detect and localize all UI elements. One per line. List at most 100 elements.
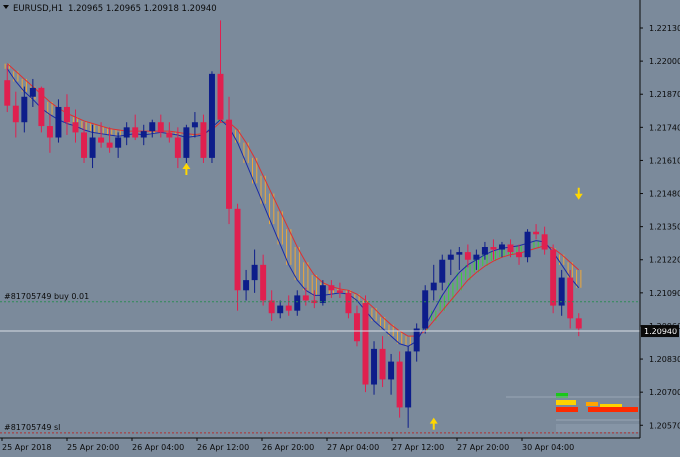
candle-body[interactable] (29, 87, 36, 97)
candles[interactable] (4, 20, 582, 428)
candle-body[interactable] (149, 122, 156, 132)
dropdown-triangle-icon[interactable] (3, 5, 9, 9)
candle-body[interactable] (63, 106, 70, 123)
time-tick-label: 27 Apr 12:00 (392, 443, 444, 452)
price-tick-label: 1.21350 (649, 223, 680, 232)
chart-header: EURUSD,H1 1.20965 1.20965 1.20918 1.2094… (3, 4, 217, 14)
candle-body[interactable] (464, 252, 471, 260)
candle-body[interactable] (12, 105, 19, 123)
candle-body[interactable] (115, 137, 122, 148)
candle-body[interactable] (200, 122, 207, 158)
candle-body[interactable] (396, 361, 403, 408)
time-tick-label: 26 Apr 20:00 (262, 443, 314, 452)
candle-body[interactable] (541, 234, 548, 250)
meter-green-bar (556, 393, 568, 398)
candle-body[interactable] (174, 137, 181, 158)
candle-body[interactable] (524, 231, 531, 258)
time-tick-label: 26 Apr 12:00 (197, 443, 249, 452)
candle-body[interactable] (516, 252, 523, 258)
candle-body[interactable] (21, 96, 28, 123)
price-tick-label: 1.21610 (649, 156, 680, 165)
candle-body[interactable] (268, 300, 275, 314)
candle-body[interactable] (388, 361, 395, 380)
candle-body[interactable] (567, 277, 574, 319)
candle-body[interactable] (208, 73, 215, 158)
candle-body[interactable] (183, 127, 190, 158)
candle-body[interactable] (353, 313, 360, 342)
candle-body[interactable] (302, 295, 309, 301)
candle-body[interactable] (157, 122, 164, 133)
meter-footer (556, 424, 640, 432)
candle-body[interactable] (558, 277, 565, 306)
candle-body[interactable] (72, 122, 79, 133)
candle-body[interactable] (498, 244, 505, 250)
meter-red-bar-2 (588, 407, 638, 412)
candle-body[interactable] (336, 290, 343, 293)
candle-body[interactable] (191, 122, 198, 128)
candle-body[interactable] (226, 119, 233, 209)
candle-body[interactable] (533, 231, 540, 235)
candle-body[interactable] (371, 348, 378, 385)
candle-body[interactable] (430, 282, 437, 291)
candle-body[interactable] (362, 303, 369, 385)
candle-body[interactable] (481, 247, 488, 255)
meter-red-bar-1 (556, 407, 578, 412)
candle-body[interactable] (379, 348, 386, 380)
candle-body[interactable] (4, 80, 11, 106)
candle-body[interactable] (439, 259, 446, 283)
candle-body[interactable] (447, 254, 454, 260)
candle-body[interactable] (123, 127, 130, 138)
price-tick-label: 1.22000 (649, 57, 680, 66)
candle-body[interactable] (217, 73, 224, 120)
candle-body[interactable] (251, 264, 258, 281)
candle-body[interactable] (490, 247, 497, 250)
time-tick-label: 27 Apr 20:00 (457, 443, 509, 452)
candle-body[interactable] (413, 328, 420, 352)
candle-body[interactable] (507, 244, 514, 253)
candle-body[interactable] (243, 280, 250, 291)
candle-body[interactable] (473, 254, 480, 260)
candle-body[interactable] (55, 106, 62, 138)
candle-body[interactable] (132, 127, 139, 138)
price-tick-label: 1.20700 (649, 388, 680, 397)
candle-body[interactable] (311, 300, 318, 304)
ohlc-values: 1.20965 1.20965 1.20918 1.20940 (68, 4, 217, 14)
sell-arrow-icon (574, 187, 583, 200)
candle-body[interactable] (277, 305, 284, 314)
candle-body[interactable] (456, 252, 463, 255)
candle-body[interactable] (38, 87, 45, 127)
candle-body[interactable] (575, 318, 582, 329)
candle-body[interactable] (106, 142, 113, 148)
ma-fast-line (6, 68, 580, 347)
order-lines[interactable]: #81705749 buy 0.01 #81705749 sl 1.20940 (0, 292, 679, 434)
candle-body[interactable] (140, 131, 147, 138)
ma-slow-line (6, 63, 580, 337)
price-tick-label: 1.21480 (649, 190, 680, 199)
candle-body[interactable] (166, 132, 173, 138)
candle-body[interactable] (405, 351, 412, 408)
price-tick-label: 1.21870 (649, 90, 680, 99)
candle-body[interactable] (260, 264, 267, 301)
price-tick-label: 1.21740 (649, 123, 680, 132)
candle-body[interactable] (46, 126, 53, 138)
time-tick-label: 26 Apr 04:00 (132, 443, 184, 452)
price-tick-label: 1.20960 (649, 322, 680, 331)
candle-body[interactable] (294, 295, 301, 311)
candle-body[interactable] (550, 249, 557, 306)
candle-body[interactable] (319, 285, 326, 304)
candle-body[interactable] (81, 132, 88, 158)
candle-body[interactable] (98, 137, 105, 143)
candle-body[interactable] (345, 292, 352, 314)
symbol-label: EURUSD,H1 (13, 4, 63, 14)
candle-body[interactable] (285, 305, 292, 311)
signal-arrows (182, 162, 583, 430)
time-tick-label: 27 Apr 04:00 (327, 443, 379, 452)
meter-yellow-bar (556, 400, 576, 405)
candle-body[interactable] (328, 285, 335, 291)
candle-body[interactable] (89, 137, 96, 158)
price-tick-label: 1.21090 (649, 289, 680, 298)
candle-body[interactable] (234, 208, 241, 291)
candle-body[interactable] (422, 290, 429, 329)
